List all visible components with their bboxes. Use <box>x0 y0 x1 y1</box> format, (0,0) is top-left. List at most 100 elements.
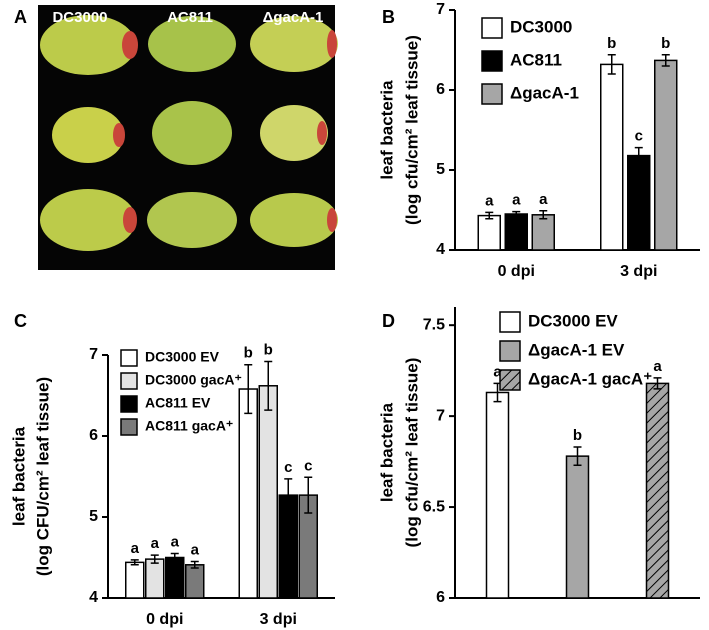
significance-letter: c <box>635 128 643 145</box>
bar <box>185 564 205 599</box>
y-tick-label: 5 <box>436 161 445 178</box>
bar <box>477 214 501 251</box>
panel-letter: D <box>382 311 395 331</box>
significance-letter: b <box>661 35 670 52</box>
y-tick-label: 5 <box>89 508 98 525</box>
panel-letter: C <box>14 311 27 331</box>
leaf <box>260 105 328 161</box>
bar <box>531 214 555 251</box>
significance-letter: c <box>304 457 312 474</box>
leaf-lesion <box>327 30 337 58</box>
y-tick-label: 6 <box>436 81 445 98</box>
legend-label: DC3000 <box>510 17 572 36</box>
panel-a: A DC3000 AC811 ΔgacA-1 <box>14 5 338 270</box>
error-bar <box>634 146 643 165</box>
bar <box>565 455 590 599</box>
y-tick-label: 7.5 <box>423 316 445 333</box>
photo-label: AC811 <box>167 9 213 26</box>
legend-swatch <box>481 50 503 72</box>
photo-label: ΔgacA-1 <box>263 9 324 26</box>
legend-swatch <box>499 311 521 333</box>
error-bar <box>304 476 313 514</box>
y-axis-label: (log cfu/cm² leaf tissue) <box>402 358 421 548</box>
legend-swatch <box>120 372 138 390</box>
x-tick-label: 3 dpi <box>620 263 657 280</box>
x-tick-label: 0 dpi <box>498 263 535 280</box>
y-tick-label: 7 <box>436 407 445 424</box>
error-bar <box>190 560 199 569</box>
significance-letter: c <box>284 459 292 476</box>
error-bar <box>284 478 293 513</box>
bar <box>504 213 528 251</box>
leaf-lesion <box>113 123 125 147</box>
y-axis-label: (log cfu/cm² leaf tissue) <box>402 35 421 225</box>
legend-swatch <box>120 349 138 367</box>
bar <box>654 59 678 251</box>
leaf <box>52 107 124 163</box>
significance-letter: b <box>264 341 273 358</box>
y-tick-label: 4 <box>89 589 98 606</box>
y-tick-label: 6.5 <box>423 498 445 515</box>
significance-letter: a <box>539 191 548 208</box>
significance-letter: a <box>485 192 494 209</box>
error-bar <box>264 360 273 411</box>
bar <box>238 388 258 599</box>
significance-letter: b <box>607 35 616 52</box>
bar <box>145 558 165 599</box>
leaf-lesion <box>123 207 137 233</box>
significance-letter: a <box>171 533 180 550</box>
error-bar <box>573 446 582 466</box>
legend-label: DC3000 EV <box>145 349 220 365</box>
leaf <box>152 101 232 165</box>
leaf <box>40 189 136 251</box>
photo-label: DC3000 <box>52 9 107 26</box>
y-tick-label: 6 <box>89 427 98 444</box>
legend-swatch <box>481 17 503 39</box>
y-tick-label: 7 <box>436 1 445 18</box>
significance-letter: a <box>151 535 160 552</box>
y-axis-label: leaf bacteria <box>377 402 396 502</box>
leaf <box>250 193 338 247</box>
legend-swatch <box>120 418 138 436</box>
significance-letter: a <box>131 540 140 557</box>
significance-letter: a <box>191 542 200 559</box>
bar <box>165 556 185 599</box>
bar <box>627 154 651 251</box>
significance-letter: a <box>493 363 502 380</box>
leaves <box>40 15 338 251</box>
bar <box>645 382 670 599</box>
legend-swatch <box>481 83 503 105</box>
legend-label: DC3000 EV <box>528 311 618 330</box>
error-bar <box>607 54 616 75</box>
y-axis-label: leaf bacteria <box>377 80 396 180</box>
x-tick-label: 0 dpi <box>146 611 183 628</box>
leaf <box>40 15 136 75</box>
bar <box>258 385 278 599</box>
legend-label: DC3000 gacA⁺ <box>145 372 242 388</box>
significance-letter: b <box>573 427 582 444</box>
legend-label: AC811 EV <box>145 395 211 411</box>
bar <box>600 63 624 251</box>
significance-letter: a <box>512 192 521 209</box>
leaf-lesion <box>122 31 138 59</box>
significance-letter: b <box>244 345 253 362</box>
y-tick-label: 6 <box>436 589 445 606</box>
error-bar <box>150 554 159 564</box>
leaf <box>250 16 338 72</box>
y-tick-label: 4 <box>436 241 445 258</box>
error-bar <box>485 211 494 220</box>
panel-letter: B <box>382 7 395 27</box>
leaf <box>148 16 236 72</box>
legend-swatch <box>120 395 138 413</box>
y-axis-label: (log CFU/cm² leaf tissue) <box>33 377 52 576</box>
legend-swatch <box>499 369 521 391</box>
legend-label: AC811 gacA⁺ <box>145 418 233 434</box>
error-bar <box>539 210 548 220</box>
leaf-lesion <box>327 208 337 232</box>
legend-label: ΔgacA-1 EV <box>528 340 625 359</box>
legend-label: ΔgacA-1 gacA⁺ <box>528 369 652 388</box>
bar <box>485 391 510 599</box>
